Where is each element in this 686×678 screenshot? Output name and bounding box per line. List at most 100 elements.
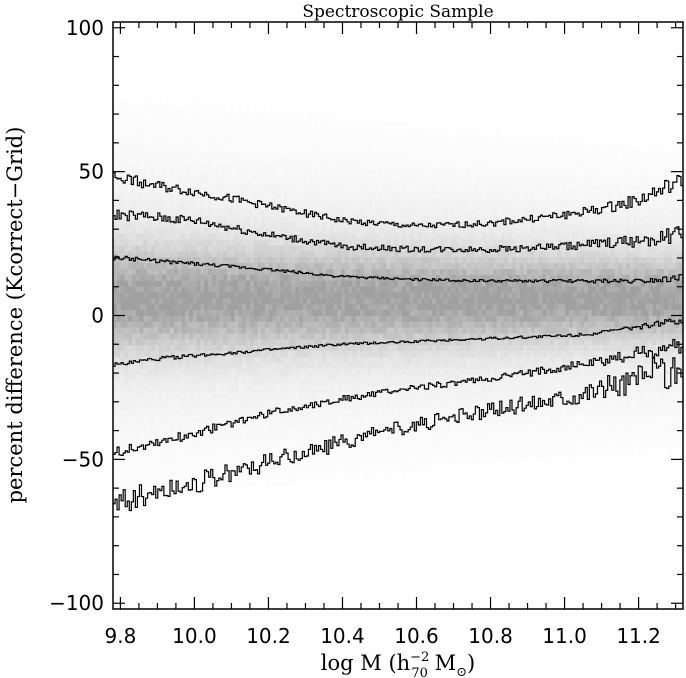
density-cell [401,391,406,399]
density-cell [295,315,300,322]
density-cell [204,321,209,328]
density-cell [139,473,144,481]
density-cell [147,303,152,311]
density-cell [181,473,186,481]
density-cell [181,174,186,181]
density-cell [189,115,194,123]
density-cell [287,421,292,428]
density-cell [185,121,190,129]
density-cell [265,432,270,440]
density-cell [204,427,209,434]
density-cell [333,391,338,399]
density-cell [139,286,144,293]
density-cell [204,374,209,381]
density-cell [360,303,365,311]
density-cell [276,403,281,410]
density-cell [189,239,194,246]
density-cell [348,462,353,469]
density-cell [253,321,258,328]
density-cell [189,303,194,311]
density-cell [227,380,232,387]
density-cell [132,168,137,176]
density-cell [196,327,201,334]
density-cell [116,462,121,469]
density-cell [280,239,285,246]
density-cell [223,385,228,393]
density-cell [379,268,384,275]
density-cell [356,333,361,340]
density-cell [170,227,175,234]
density-cell [227,174,232,181]
density-cell [196,250,201,258]
density-cell [253,297,258,305]
density-cell [158,292,163,299]
density-cell [208,157,213,164]
density-cell [344,315,349,322]
density-cell [181,479,186,487]
density-cell [189,139,194,146]
density-cell [356,397,361,404]
density-cell [139,110,144,117]
density-cell [287,203,292,211]
density-cell [192,180,197,187]
density-cell [265,227,270,234]
density-cell [170,139,175,146]
density-cell [147,473,152,481]
density-cell [276,456,281,463]
density-cell [291,286,296,293]
density-cell [230,209,235,217]
density-cell [185,239,190,246]
density-cell [382,198,387,205]
density-cell [234,215,239,222]
density-cell [394,327,399,334]
density-cell [352,327,357,334]
density-cell [318,344,323,352]
density-cell [116,127,121,134]
density-cell [257,256,262,264]
density-cell [401,192,406,199]
density-cell [151,233,156,240]
density-cell [246,274,251,281]
density-cell [208,180,213,187]
density-cell [382,180,387,187]
density-cell [325,391,330,399]
density-cell [265,121,270,129]
density-cell [154,127,159,134]
density-cell [227,403,232,410]
density-cell [299,280,304,287]
density-cell [173,303,178,311]
density-cell [234,233,239,240]
density-cell [261,168,266,176]
density-cell [405,333,410,340]
density-cell [398,350,403,357]
density-cell [352,391,357,399]
density-cell [341,268,346,275]
density-cell [333,245,338,252]
density-cell [192,233,197,240]
density-cell [344,321,349,328]
density-cell [253,256,258,264]
density-cell [367,121,372,129]
density-cell [314,292,319,299]
density-cell [116,309,121,316]
density-cell [189,127,194,134]
density-cell [128,479,133,487]
density-cell [132,192,137,199]
density-cell [189,104,194,111]
density-cell [158,362,163,369]
density-cell [314,309,319,316]
density-cell [132,245,137,252]
density-cell [135,233,140,240]
density-cell [135,491,140,498]
density-cell [208,127,213,134]
density-cell [390,292,395,299]
density-cell [401,380,406,387]
density-cell [196,145,201,152]
density-cell [120,186,125,193]
density-cell [177,397,182,404]
density-cell [284,403,289,410]
density-cell [162,168,167,176]
density-cell [113,344,118,352]
density-cell [382,215,387,222]
density-cell [257,168,262,176]
